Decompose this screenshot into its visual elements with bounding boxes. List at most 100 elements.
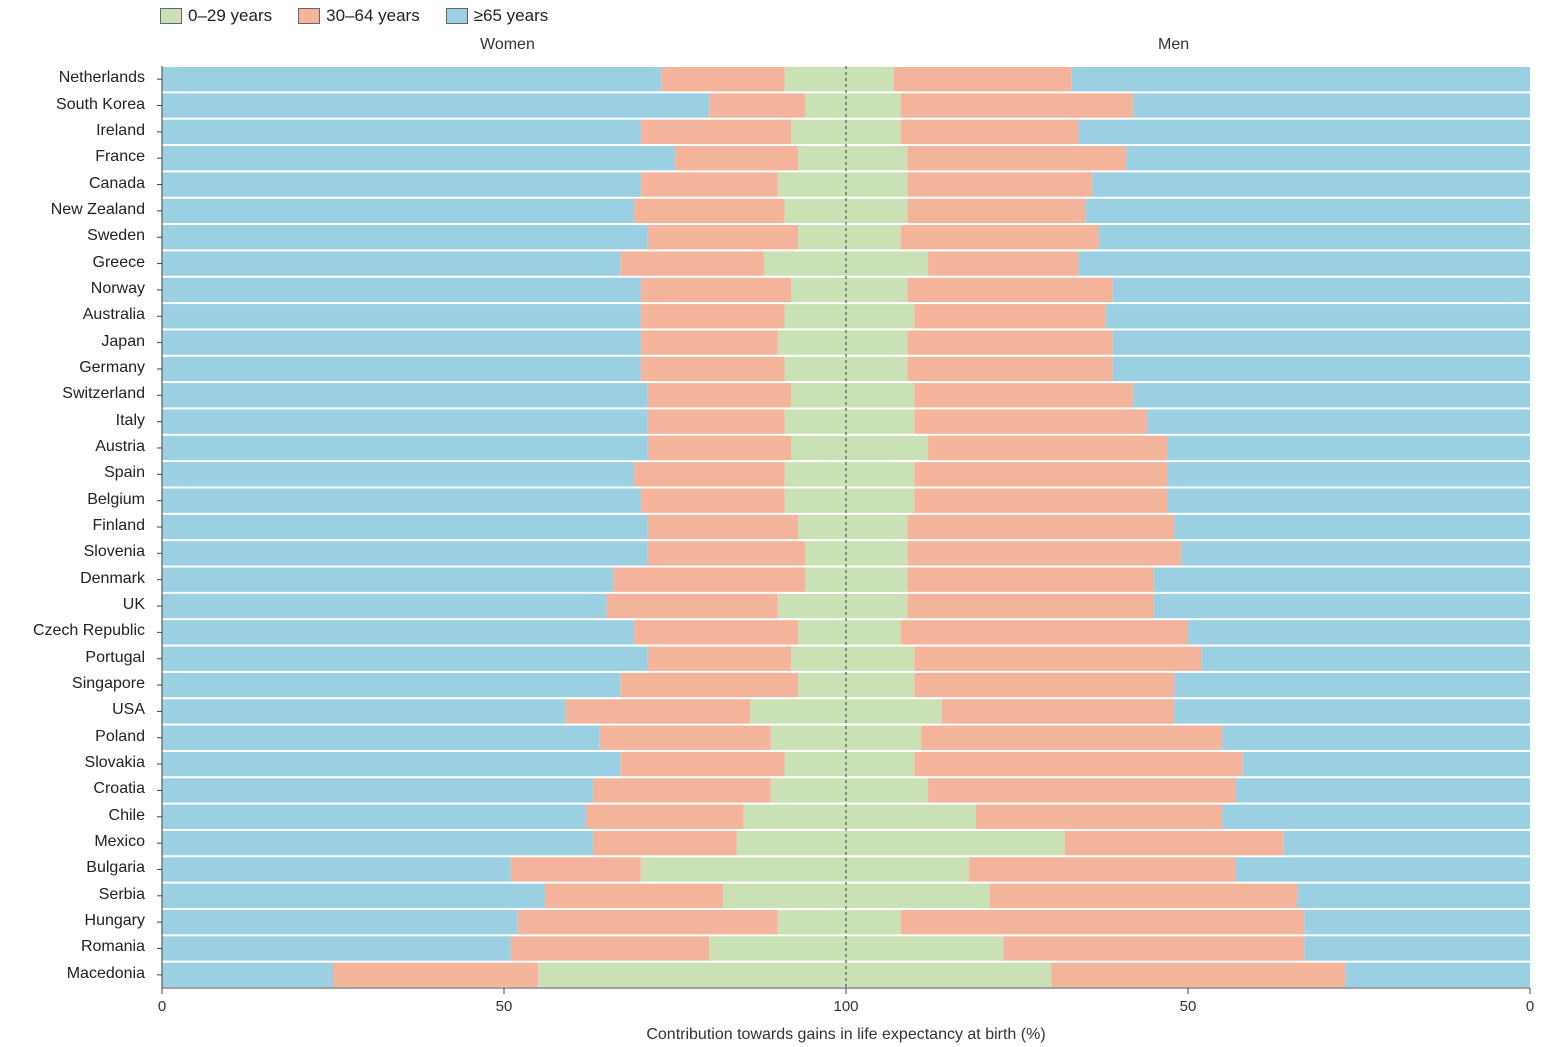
bar-women-3064years [675, 146, 799, 171]
bar-women-65years [162, 514, 648, 540]
legend-swatch-30-64 [298, 8, 321, 24]
bar-men-3064years [1064, 830, 1284, 856]
bar-men-029years [846, 330, 908, 355]
bar-women-029years [736, 830, 846, 856]
bar-women-029years [798, 672, 846, 698]
bar-women-029years [784, 751, 846, 777]
bar-men-65years [1167, 435, 1530, 461]
bar-women-65years [162, 198, 634, 224]
legend-swatch-0-29 [160, 8, 182, 24]
bar-women-65years [162, 93, 710, 118]
bar-men-3064years [975, 804, 1223, 829]
bar-men-65years [1345, 962, 1530, 987]
y-tick-label: Bulgaria [86, 859, 145, 877]
bar-men-65years [1235, 778, 1530, 803]
bar-men-65years [1146, 409, 1530, 434]
x-tick-label: 0 [1525, 998, 1535, 1015]
bar-women-3064years [633, 462, 785, 487]
bar-men-029years [846, 751, 915, 777]
y-tick-label: Finland [92, 517, 145, 534]
bar-women-029years [777, 330, 846, 355]
bar-women-3064years [510, 857, 641, 882]
bar-men-029years [846, 620, 901, 645]
bar-men-3064years [907, 172, 1093, 197]
x-tick-label: 50 [495, 998, 513, 1015]
bar-men-65years [1126, 146, 1530, 171]
bar-women-3064years [647, 435, 792, 461]
bar-men-029years [846, 909, 901, 935]
bar-women-3064years [647, 541, 805, 566]
bar-men-65years [1112, 356, 1530, 382]
y-tick-label: UK [122, 596, 145, 614]
bar-women-029years [798, 620, 846, 645]
bar-men-029years [846, 383, 915, 408]
bar-men-3064years [914, 304, 1106, 329]
bar-women-029years [709, 936, 846, 961]
bar-women-65years [162, 409, 648, 434]
bar-women-3064years [545, 883, 723, 908]
bar-men-3064years [914, 672, 1175, 698]
bar-men-3064years [907, 356, 1113, 382]
bar-men-65years [1078, 119, 1530, 145]
bar-men-029years [846, 778, 929, 803]
bar-women-029years [798, 225, 846, 250]
bar-women-3064years [640, 330, 778, 355]
y-tick-label: Singapore [72, 675, 145, 693]
bar-women-029years [804, 567, 846, 592]
bar-men-029years [846, 962, 1052, 987]
bar-women-029years [640, 857, 846, 882]
bar-women-65years [162, 304, 641, 329]
bar-women-3064years [640, 172, 778, 197]
bar-men-3064years [921, 725, 1223, 750]
bar-women-65years [162, 804, 587, 829]
y-tick-label: Switzerland [62, 385, 145, 403]
bar-women-3064years [661, 67, 785, 92]
bar-men-029years [846, 646, 915, 671]
bar-women-3064years [517, 909, 778, 935]
bar-men-029years [846, 462, 915, 487]
bar-women-029years [791, 277, 846, 303]
x-axis-title: Contribution towards gains in life expec… [646, 1026, 1046, 1043]
bar-men-029years [846, 857, 970, 882]
bar-men-65years [1297, 883, 1530, 908]
legend-item-0-29: 0–29 years [160, 6, 272, 26]
y-tick-label: Romania [80, 938, 145, 956]
bar-men-65years [1222, 725, 1530, 750]
legend-item-65-plus: ≥65 years [445, 6, 548, 26]
bar-women-029years [791, 383, 846, 408]
bar-men-3064years [907, 330, 1113, 355]
bar-women-3064years [333, 962, 539, 987]
bar-men-3064years [928, 435, 1168, 461]
bar-men-65years [1181, 541, 1530, 566]
bar-women-029years [804, 93, 846, 118]
bar-men-029years [846, 725, 922, 750]
bar-women-65years [162, 936, 511, 961]
y-tick-label: Sweden [87, 227, 145, 245]
bar-women-029years [784, 462, 846, 487]
bar-men-3064years [900, 909, 1305, 935]
bar-men-3064years [914, 462, 1168, 487]
x-tick-label: 100 [833, 998, 859, 1015]
y-tick-label: Portugal [85, 648, 145, 666]
bar-men-3064years [907, 198, 1086, 224]
bar-women-65years [162, 462, 634, 487]
bar-women-65years [162, 146, 675, 171]
bar-men-029years [846, 356, 908, 382]
bar-women-65years [162, 225, 648, 250]
bar-men-029years [846, 883, 990, 908]
bar-men-3064years [928, 778, 1236, 803]
bar-women-65years [162, 435, 648, 461]
bar-women-029years [784, 304, 846, 329]
bar-men-65years [1153, 567, 1530, 592]
bar-men-029years [846, 699, 942, 724]
legend-label-30-64: 30–64 years [326, 6, 420, 25]
bar-men-3064years [1003, 936, 1305, 961]
bar-men-3064years [907, 567, 1154, 592]
y-tick-label: Ireland [96, 121, 145, 139]
bar-women-3064years [647, 225, 799, 250]
bar-men-65years [1112, 330, 1530, 355]
bar-men-65years [1133, 93, 1530, 118]
bar-women-65years [162, 725, 600, 750]
bar-women-029years [784, 198, 846, 224]
